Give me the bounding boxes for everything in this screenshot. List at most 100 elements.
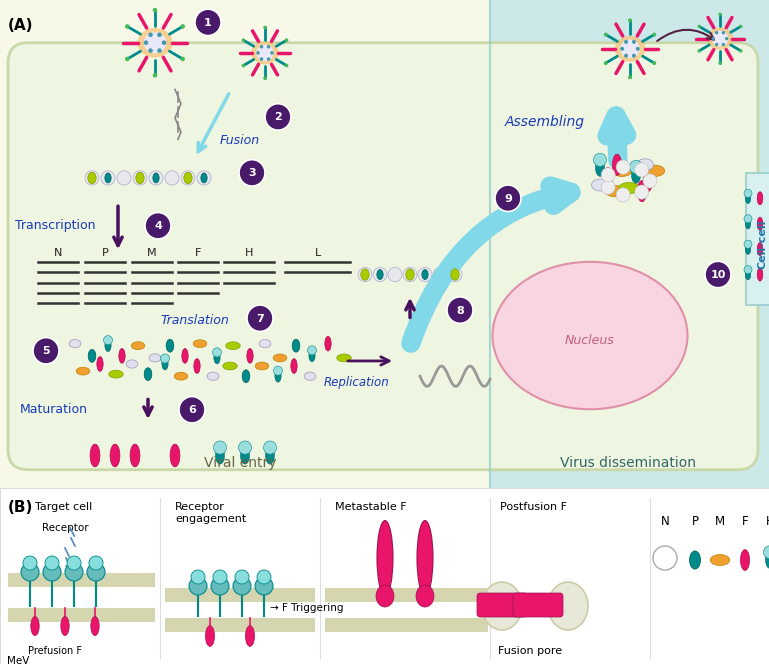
Circle shape <box>601 180 615 195</box>
Circle shape <box>388 268 402 282</box>
Circle shape <box>718 61 721 65</box>
Circle shape <box>133 171 147 185</box>
Text: 2: 2 <box>274 112 282 122</box>
Ellipse shape <box>645 165 664 177</box>
Text: (B): (B) <box>8 500 33 515</box>
Circle shape <box>257 570 271 584</box>
Ellipse shape <box>247 349 253 363</box>
Circle shape <box>653 546 677 570</box>
Text: Fusion: Fusion <box>220 134 260 147</box>
Circle shape <box>308 346 317 355</box>
Ellipse shape <box>292 339 300 352</box>
Text: 10: 10 <box>711 270 726 280</box>
Text: Virus dissemination: Virus dissemination <box>560 456 696 469</box>
Circle shape <box>260 45 263 48</box>
Circle shape <box>125 56 129 61</box>
Ellipse shape <box>765 552 769 568</box>
Ellipse shape <box>707 28 733 50</box>
Ellipse shape <box>482 582 522 630</box>
Circle shape <box>697 49 701 52</box>
Ellipse shape <box>105 173 112 183</box>
Text: Receptor: Receptor <box>42 523 88 533</box>
Circle shape <box>195 9 221 36</box>
Circle shape <box>697 25 701 28</box>
Ellipse shape <box>612 154 621 175</box>
Ellipse shape <box>91 616 99 635</box>
Ellipse shape <box>108 371 123 378</box>
Circle shape <box>725 37 728 41</box>
Ellipse shape <box>166 339 174 352</box>
Ellipse shape <box>745 244 751 254</box>
Circle shape <box>285 39 288 42</box>
Ellipse shape <box>184 172 192 184</box>
Ellipse shape <box>309 350 315 362</box>
Text: (A): (A) <box>8 19 34 33</box>
Ellipse shape <box>255 362 268 370</box>
Text: F: F <box>195 248 201 258</box>
Circle shape <box>744 240 752 248</box>
Circle shape <box>67 556 81 570</box>
Circle shape <box>630 160 643 173</box>
Ellipse shape <box>144 32 166 53</box>
Text: Transcription: Transcription <box>15 219 95 232</box>
Ellipse shape <box>406 269 414 280</box>
Circle shape <box>43 563 61 581</box>
Text: 5: 5 <box>42 347 50 357</box>
Circle shape <box>616 160 630 174</box>
Circle shape <box>632 40 636 44</box>
Bar <box>325 618 488 632</box>
Text: MeV: MeV <box>7 656 29 664</box>
Circle shape <box>179 396 205 423</box>
Text: Assembling: Assembling <box>505 115 585 129</box>
Text: M: M <box>715 515 725 528</box>
Circle shape <box>145 212 171 239</box>
Circle shape <box>718 13 721 16</box>
Circle shape <box>197 171 211 185</box>
Text: 4: 4 <box>154 221 162 231</box>
Ellipse shape <box>153 173 159 183</box>
Ellipse shape <box>492 262 687 409</box>
Ellipse shape <box>273 354 287 362</box>
Circle shape <box>125 24 129 29</box>
Ellipse shape <box>757 192 763 205</box>
Circle shape <box>448 268 462 282</box>
Circle shape <box>101 171 115 185</box>
Bar <box>490 0 769 488</box>
Circle shape <box>45 556 59 570</box>
Bar <box>165 618 315 632</box>
Ellipse shape <box>376 585 394 607</box>
Circle shape <box>263 26 267 29</box>
Ellipse shape <box>194 359 200 373</box>
Circle shape <box>632 54 636 58</box>
Circle shape <box>260 57 263 61</box>
Text: P: P <box>102 248 108 258</box>
Circle shape <box>148 48 153 53</box>
Ellipse shape <box>548 582 588 630</box>
Circle shape <box>241 39 245 42</box>
Ellipse shape <box>223 362 237 370</box>
Text: H: H <box>766 515 769 528</box>
Text: Target cell: Target cell <box>35 502 92 512</box>
Circle shape <box>104 335 112 345</box>
Circle shape <box>233 577 251 595</box>
Ellipse shape <box>31 616 39 635</box>
Circle shape <box>191 570 205 584</box>
Circle shape <box>634 163 649 177</box>
FancyBboxPatch shape <box>513 593 563 617</box>
Circle shape <box>181 171 195 185</box>
FancyBboxPatch shape <box>477 593 527 617</box>
Circle shape <box>161 41 166 45</box>
Ellipse shape <box>241 447 250 464</box>
Ellipse shape <box>207 372 219 380</box>
Text: 1: 1 <box>204 18 212 28</box>
Circle shape <box>89 556 103 570</box>
Circle shape <box>161 354 169 363</box>
Circle shape <box>153 73 157 78</box>
Ellipse shape <box>591 179 608 191</box>
Ellipse shape <box>119 349 125 363</box>
Ellipse shape <box>337 354 351 362</box>
Ellipse shape <box>144 368 151 380</box>
Circle shape <box>634 185 649 199</box>
Circle shape <box>23 556 37 570</box>
Circle shape <box>594 153 607 167</box>
